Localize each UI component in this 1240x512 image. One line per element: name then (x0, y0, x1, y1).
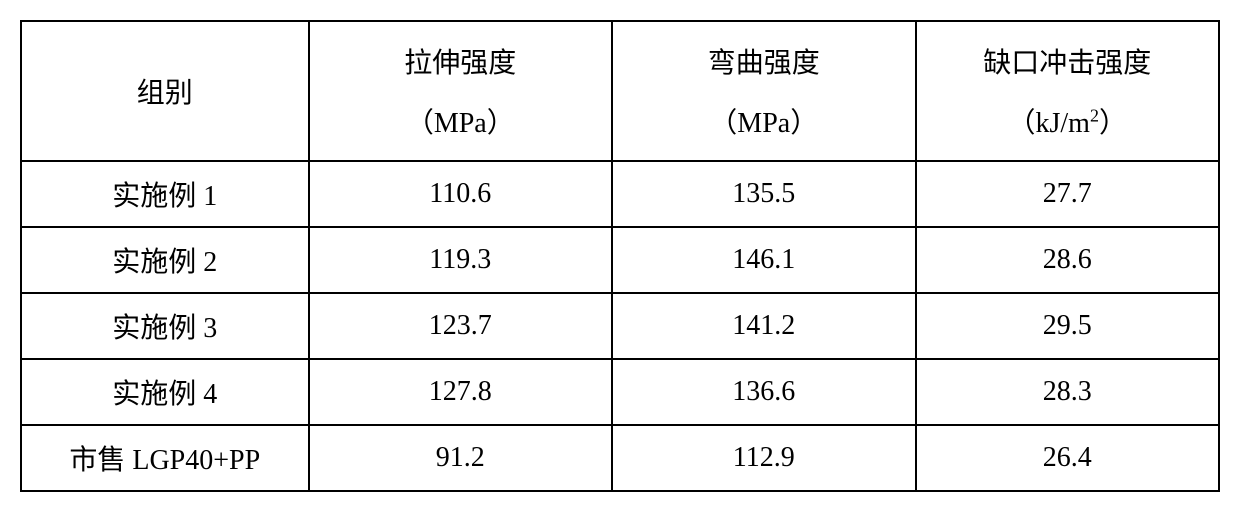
cell-label: 市售 LGP40+PP (21, 425, 309, 491)
table-row: 市售 LGP40+PP 91.2 112.9 26.4 (21, 425, 1219, 491)
data-table-container: 组别 拉伸强度 （MPa） 弯曲强度 （MPa） (20, 20, 1220, 492)
table-row: 实施例 4 127.8 136.6 28.3 (21, 359, 1219, 425)
cell-bending: 141.2 (612, 293, 915, 359)
header-bending: 弯曲强度 （MPa） (612, 21, 915, 161)
materials-properties-table: 组别 拉伸强度 （MPa） 弯曲强度 （MPa） (20, 20, 1220, 492)
cell-tensile: 119.3 (309, 227, 612, 293)
cell-bending: 136.6 (612, 359, 915, 425)
table-row: 实施例 2 119.3 146.1 28.6 (21, 227, 1219, 293)
header-group-label: 组别 (137, 71, 193, 111)
cell-label: 实施例 3 (21, 293, 309, 359)
cell-tensile: 123.7 (309, 293, 612, 359)
header-impact-label: 缺口冲击强度 (983, 41, 1151, 81)
header-tensile-unit: （MPa） (406, 101, 515, 141)
header-tensile-content: 拉伸强度 （MPa） (318, 34, 603, 148)
cell-label: 实施例 1 (21, 161, 309, 227)
cell-bending: 146.1 (612, 227, 915, 293)
cell-impact: 26.4 (916, 425, 1220, 491)
table-body: 实施例 1 110.6 135.5 27.7 实施例 2 119.3 146.1… (21, 161, 1219, 491)
header-impact-content: 缺口冲击强度 （kJ/m2） (925, 34, 1211, 148)
header-row: 组别 拉伸强度 （MPa） 弯曲强度 （MPa） (21, 21, 1219, 161)
cell-tensile: 127.8 (309, 359, 612, 425)
header-bending-label: 弯曲强度 (708, 41, 820, 81)
header-impact: 缺口冲击强度 （kJ/m2） (916, 21, 1220, 161)
cell-impact: 28.3 (916, 359, 1220, 425)
cell-label: 实施例 2 (21, 227, 309, 293)
header-bending-content: 弯曲强度 （MPa） (621, 34, 906, 148)
cell-bending: 112.9 (612, 425, 915, 491)
header-group-content: 组别 (30, 34, 300, 148)
table-row: 实施例 1 110.6 135.5 27.7 (21, 161, 1219, 227)
cell-tensile: 110.6 (309, 161, 612, 227)
header-tensile: 拉伸强度 （MPa） (309, 21, 612, 161)
header-tensile-label: 拉伸强度 (404, 41, 516, 81)
table-row: 实施例 3 123.7 141.2 29.5 (21, 293, 1219, 359)
header-group: 组别 (21, 21, 309, 161)
cell-impact: 28.6 (916, 227, 1220, 293)
cell-impact: 29.5 (916, 293, 1220, 359)
cell-bending: 135.5 (612, 161, 915, 227)
cell-label: 实施例 4 (21, 359, 309, 425)
cell-tensile: 91.2 (309, 425, 612, 491)
header-bending-unit: （MPa） (709, 101, 818, 141)
cell-impact: 27.7 (916, 161, 1220, 227)
table-header: 组别 拉伸强度 （MPa） 弯曲强度 （MPa） (21, 21, 1219, 161)
header-impact-unit: （kJ/m2） (1008, 101, 1127, 141)
